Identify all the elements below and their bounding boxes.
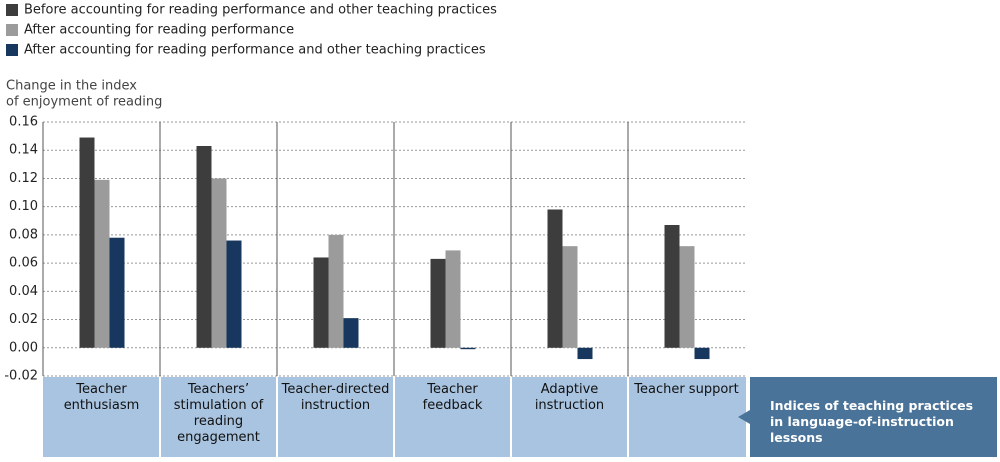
bar xyxy=(328,234,344,348)
bar xyxy=(211,178,227,348)
bar xyxy=(226,240,242,348)
x-tick-label: Teachers’ stimulation of reading engagem… xyxy=(173,382,264,445)
y-tick-label: 0.06 xyxy=(9,256,38,271)
x-tick-label: Teacher feedback xyxy=(422,382,483,413)
legend-swatch xyxy=(6,4,18,16)
y-tick-label: 0.04 xyxy=(9,284,38,299)
bar xyxy=(94,179,110,348)
bar xyxy=(547,209,563,348)
annotation: Indices of teaching practices in languag… xyxy=(770,398,974,445)
legend-swatch xyxy=(6,44,18,56)
bar xyxy=(343,318,359,348)
bar xyxy=(313,257,329,348)
bar xyxy=(664,225,680,348)
bar xyxy=(196,145,212,348)
y-tick-label: 0.14 xyxy=(9,143,38,158)
bar xyxy=(109,237,125,348)
x-tick-label: Teacher enthusiasm xyxy=(63,382,140,413)
x-tick-label: Adaptive instruction xyxy=(534,382,605,413)
legend-label: After accounting for reading performance… xyxy=(24,43,486,58)
bar xyxy=(445,250,461,348)
bar xyxy=(577,347,593,360)
bar xyxy=(694,347,710,360)
x-tick-label: Teacher-directed instruction xyxy=(281,382,390,413)
y-tick-label: 0.16 xyxy=(9,115,38,130)
bar xyxy=(430,258,446,348)
y-tick-label: -0.02 xyxy=(4,369,38,384)
y-tick-label: 0.00 xyxy=(9,340,38,355)
y-axis-label: of enjoyment of reading xyxy=(6,95,162,110)
bar xyxy=(79,137,95,348)
annotation-box xyxy=(738,377,997,457)
bar xyxy=(562,246,578,348)
legend-swatch xyxy=(6,24,18,36)
legend-label: After accounting for reading performance xyxy=(24,23,294,38)
legend-label: Before accounting for reading performanc… xyxy=(24,3,497,18)
y-tick-label: 0.12 xyxy=(9,171,38,186)
y-tick-label: 0.08 xyxy=(9,227,38,242)
y-axis-label: Change in the index xyxy=(6,79,137,94)
x-tick-label: Teacher support xyxy=(634,382,739,397)
bar xyxy=(679,246,695,348)
y-tick-label: 0.10 xyxy=(9,199,38,214)
bar xyxy=(460,347,476,350)
y-tick-label: 0.02 xyxy=(9,312,38,327)
